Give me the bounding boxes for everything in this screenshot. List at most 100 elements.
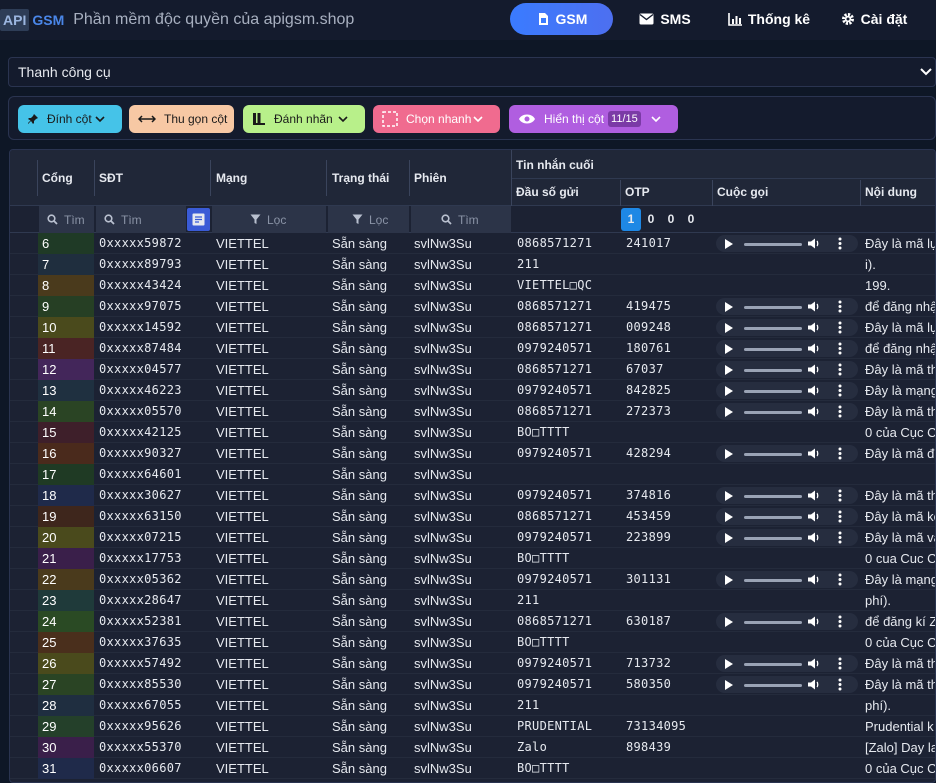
audio-seek-bar[interactable] [744,537,802,540]
call-audio-player[interactable] [716,403,858,420]
table-row[interactable]: 9 0xxxxx97075 VIETTEL Sẵn sàng svlNw3Su … [10,296,935,317]
more-vertical-icon[interactable] [838,615,842,628]
otp-cell[interactable]: 630187 [626,614,672,628]
volume-icon[interactable] [808,511,820,522]
call-audio-player[interactable] [716,655,858,672]
col-header-call[interactable]: Cuộc gọi [717,185,769,199]
audio-seek-bar[interactable] [744,327,802,330]
more-vertical-icon[interactable] [838,678,842,691]
volume-icon[interactable] [808,406,820,417]
call-audio-player[interactable] [716,361,858,378]
play-icon[interactable] [725,407,733,417]
audio-seek-bar[interactable] [744,411,802,414]
otp-filter-2[interactable]: 0 [647,212,655,226]
otp-filter-toggles[interactable]: 1 0 0 0 [621,206,701,233]
note-toggle-button[interactable] [187,208,210,231]
audio-seek-bar[interactable] [744,243,802,246]
otp-filter-1[interactable]: 1 [621,208,641,231]
play-icon[interactable] [725,491,733,501]
audio-seek-bar[interactable] [744,579,802,582]
table-row[interactable]: 22 0xxxxx05362 VIETTEL Sẵn sàng svlNw3Su… [10,569,935,590]
more-vertical-icon[interactable] [838,405,842,418]
table-row[interactable]: 13 0xxxxx46223 VIETTEL Sẵn sàng svlNw3Su… [10,380,935,401]
otp-cell[interactable]: 272373 [626,404,672,418]
call-audio-player[interactable] [716,445,858,462]
audio-seek-bar[interactable] [744,369,802,372]
table-row[interactable]: 7 0xxxxx89793 VIETTEL Sẵn sàng svlNw3Su … [10,254,935,275]
audio-seek-bar[interactable] [744,390,802,393]
table-row[interactable]: 12 0xxxxx04577 VIETTEL Sẵn sàng svlNw3Su… [10,359,935,380]
table-row[interactable]: 28 0xxxxx67055 VIETTEL Sẵn sàng svlNw3Su… [10,695,935,716]
audio-seek-bar[interactable] [744,663,802,666]
otp-filter-4[interactable]: 0 [687,212,695,226]
call-audio-player[interactable] [716,487,858,504]
network-filter-input[interactable]: Lọc [212,206,326,233]
collapse-column-button[interactable]: Thu gọn cột [129,105,234,133]
volume-icon[interactable] [808,616,820,627]
more-vertical-icon[interactable] [838,489,842,502]
play-icon[interactable] [725,680,733,690]
volume-icon[interactable] [808,385,820,396]
more-vertical-icon[interactable] [838,363,842,376]
otp-cell[interactable]: 223899 [626,530,672,544]
col-header-sender[interactable]: Đầu số gửi [516,185,579,199]
more-vertical-icon[interactable] [838,384,842,397]
otp-cell[interactable]: 428294 [626,446,672,460]
more-vertical-icon[interactable] [838,657,842,670]
otp-cell[interactable]: 301131 [626,572,672,586]
play-icon[interactable] [725,344,733,354]
col-header-phone[interactable]: SĐT [99,171,123,185]
table-row[interactable]: 11 0xxxxx87484 VIETTEL Sẵn sàng svlNw3Su… [10,338,935,359]
col-header-network[interactable]: Mạng [216,171,248,185]
more-vertical-icon[interactable] [838,300,842,313]
table-row[interactable]: 6 0xxxxx59872 VIETTEL Sẵn sàng svlNw3Su … [10,233,935,254]
play-icon[interactable] [725,449,733,459]
play-icon[interactable] [725,386,733,396]
audio-seek-bar[interactable] [744,348,802,351]
otp-cell[interactable]: 73134095 [626,719,687,733]
volume-icon[interactable] [808,301,820,312]
table-row[interactable]: 15 0xxxxx42125 VIETTEL Sẵn sàng svlNw3Su… [10,422,935,443]
otp-cell[interactable]: 898439 [626,740,672,754]
volume-icon[interactable] [808,490,820,501]
table-row[interactable]: 8 0xxxxx43424 VIETTEL Sẵn sàng svlNw3Su … [10,275,935,296]
more-vertical-icon[interactable] [838,447,842,460]
port-search-input[interactable]: Tìm [39,206,94,233]
table-row[interactable]: 30 0xxxxx55370 VIETTEL Sẵn sàng svlNw3Su… [10,737,935,758]
col-header-content[interactable]: Nội dung [865,185,917,199]
audio-seek-bar[interactable] [744,306,802,309]
play-icon[interactable] [725,239,733,249]
nav-sms-button[interactable]: SMS [630,3,700,35]
more-vertical-icon[interactable] [838,342,842,355]
volume-icon[interactable] [808,364,820,375]
call-audio-player[interactable] [716,613,858,630]
call-audio-player[interactable] [716,340,858,357]
play-icon[interactable] [725,365,733,375]
phone-search-input[interactable]: Tìm [96,206,186,233]
table-row[interactable]: 18 0xxxxx30627 VIETTEL Sẵn sàng svlNw3Su… [10,485,935,506]
table-row[interactable]: 24 0xxxxx52381 VIETTEL Sẵn sàng svlNw3Su… [10,611,935,632]
table-row[interactable]: 26 0xxxxx57492 VIETTEL Sẵn sàng svlNw3Su… [10,653,935,674]
table-row[interactable]: 21 0xxxxx17753 VIETTEL Sẵn sàng svlNw3Su… [10,548,935,569]
volume-icon[interactable] [808,574,820,585]
table-row[interactable]: 29 0xxxxx95626 VIETTEL Sẵn sàng svlNw3Su… [10,716,935,737]
otp-filter-3[interactable]: 0 [667,212,675,226]
play-icon[interactable] [725,323,733,333]
call-audio-player[interactable] [716,676,858,693]
otp-cell[interactable]: 713732 [626,656,672,670]
table-row[interactable]: 31 0xxxxx06607 VIETTEL Sẵn sàng svlNw3Su… [10,758,935,779]
call-audio-player[interactable] [716,319,858,336]
call-audio-player[interactable] [716,382,858,399]
call-audio-player[interactable] [716,508,858,525]
audio-seek-bar[interactable] [744,495,802,498]
table-row[interactable]: 10 0xxxxx14592 VIETTEL Sẵn sàng svlNw3Su… [10,317,935,338]
volume-icon[interactable] [808,658,820,669]
more-vertical-icon[interactable] [838,510,842,523]
show-columns-button[interactable]: Hiển thị cột 11/15 [509,105,678,133]
volume-icon[interactable] [808,532,820,543]
otp-cell[interactable]: 374816 [626,488,672,502]
call-audio-player[interactable] [716,529,858,546]
more-vertical-icon[interactable] [838,573,842,586]
otp-cell[interactable]: 580350 [626,677,672,691]
col-header-port[interactable]: Cổng [42,171,73,185]
